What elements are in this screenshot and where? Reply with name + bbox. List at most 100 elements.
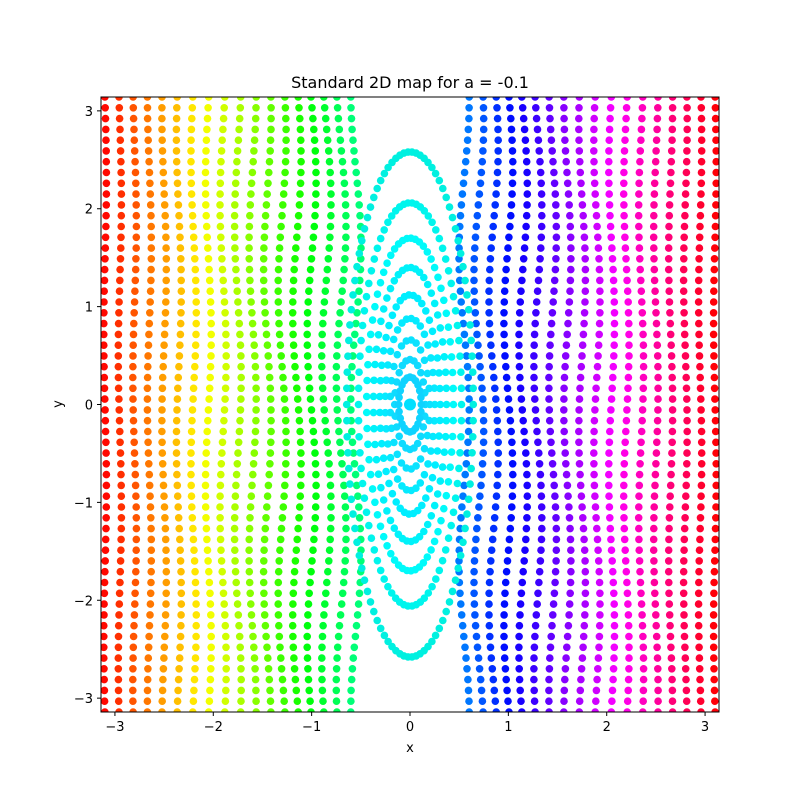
orbit-point [665,233,673,242]
orbit-point [319,395,328,403]
orbit-point [190,675,199,684]
orbit-point [461,643,469,652]
orbit-point [667,352,676,360]
orbit-point [340,492,349,501]
orbit-point [249,157,257,166]
orbit-point [500,600,509,608]
orbit-point [538,211,546,220]
orbit-point [187,136,195,144]
orbit-point [130,319,138,328]
orbit-point [595,330,603,339]
orbit-point [606,524,615,533]
orbit-point [177,265,185,274]
orbit-point [455,276,464,285]
orbit-point [161,319,169,328]
x-tick-label: −2 [204,720,223,735]
orbit-point [259,254,268,263]
orbit-point [335,319,343,328]
orbit-point [610,621,619,630]
orbit-point [192,589,200,598]
orbit-point [412,462,420,470]
orbit-point [453,321,462,330]
orbit-point [207,611,215,619]
orbit-point [697,136,706,144]
orbit-point [416,479,425,487]
orbit-point [339,168,348,177]
orbit-point [650,567,658,576]
orbit-point [697,157,706,166]
orbit-point [711,233,719,242]
orbit-point [592,201,600,209]
orbit-point [457,201,466,209]
orbit-point [523,514,531,522]
orbit-point [712,136,719,144]
orbit-point [356,211,364,220]
orbit-point [174,190,182,198]
orbit-point [132,514,141,522]
orbit-point [473,330,481,339]
orbit-point [607,406,615,414]
orbit-point [161,514,169,522]
orbit-point [651,168,659,177]
orbit-point [711,535,719,544]
orbit-point [593,362,602,371]
orbit-point [161,222,170,231]
orbit-point [567,557,575,565]
orbit-point [533,287,542,296]
orbit-point [638,621,647,630]
orbit-point [550,168,558,177]
orbit-point [161,211,169,220]
orbit-point [665,600,674,608]
orbit-point [501,352,509,360]
orbit-point [712,157,719,166]
orbit-point [458,621,467,630]
orbit-point [147,254,156,263]
orbit-point [335,621,344,630]
orbit-point [233,147,242,155]
orbit-point [457,400,466,409]
orbit-point [174,686,182,695]
orbit-point [445,203,454,211]
orbit-point [517,697,525,705]
orbit-point [623,97,631,101]
orbit-point [486,254,495,263]
orbit-point [605,460,613,468]
orbit-point [191,352,200,360]
orbit-point [489,675,498,684]
orbit-point [117,179,126,188]
orbit-point [218,265,227,274]
orbit-point [639,654,648,662]
orbit-point [289,276,298,285]
orbit-point [479,416,488,425]
orbit-point [252,384,260,393]
orbit-point [487,341,495,350]
orbit-point [263,492,272,501]
orbit-point [546,114,554,123]
orbit-point [129,643,138,652]
orbit-point [567,254,575,263]
orbit-point [652,449,661,457]
orbit-point [590,168,598,177]
orbit-point [177,309,185,317]
orbit-point [101,309,108,317]
orbit-point [548,449,556,457]
orbit-point [471,244,479,252]
orbit-point [296,438,305,447]
orbit-point [475,503,483,511]
orbit-point [668,125,677,134]
orbit-point [202,201,210,209]
orbit-point [500,341,509,350]
orbit-point [594,546,602,554]
orbit-point [146,287,155,296]
orbit-point [436,400,445,409]
orbit-point [342,524,350,533]
orbit-point [177,578,185,587]
orbit-point [471,309,480,317]
orbit-point [307,567,315,576]
orbit-point [246,503,255,511]
orbit-point [101,352,108,360]
orbit-point [680,524,689,533]
orbit-point [260,535,269,544]
orbit-point [695,654,704,662]
orbit-point [326,168,335,177]
